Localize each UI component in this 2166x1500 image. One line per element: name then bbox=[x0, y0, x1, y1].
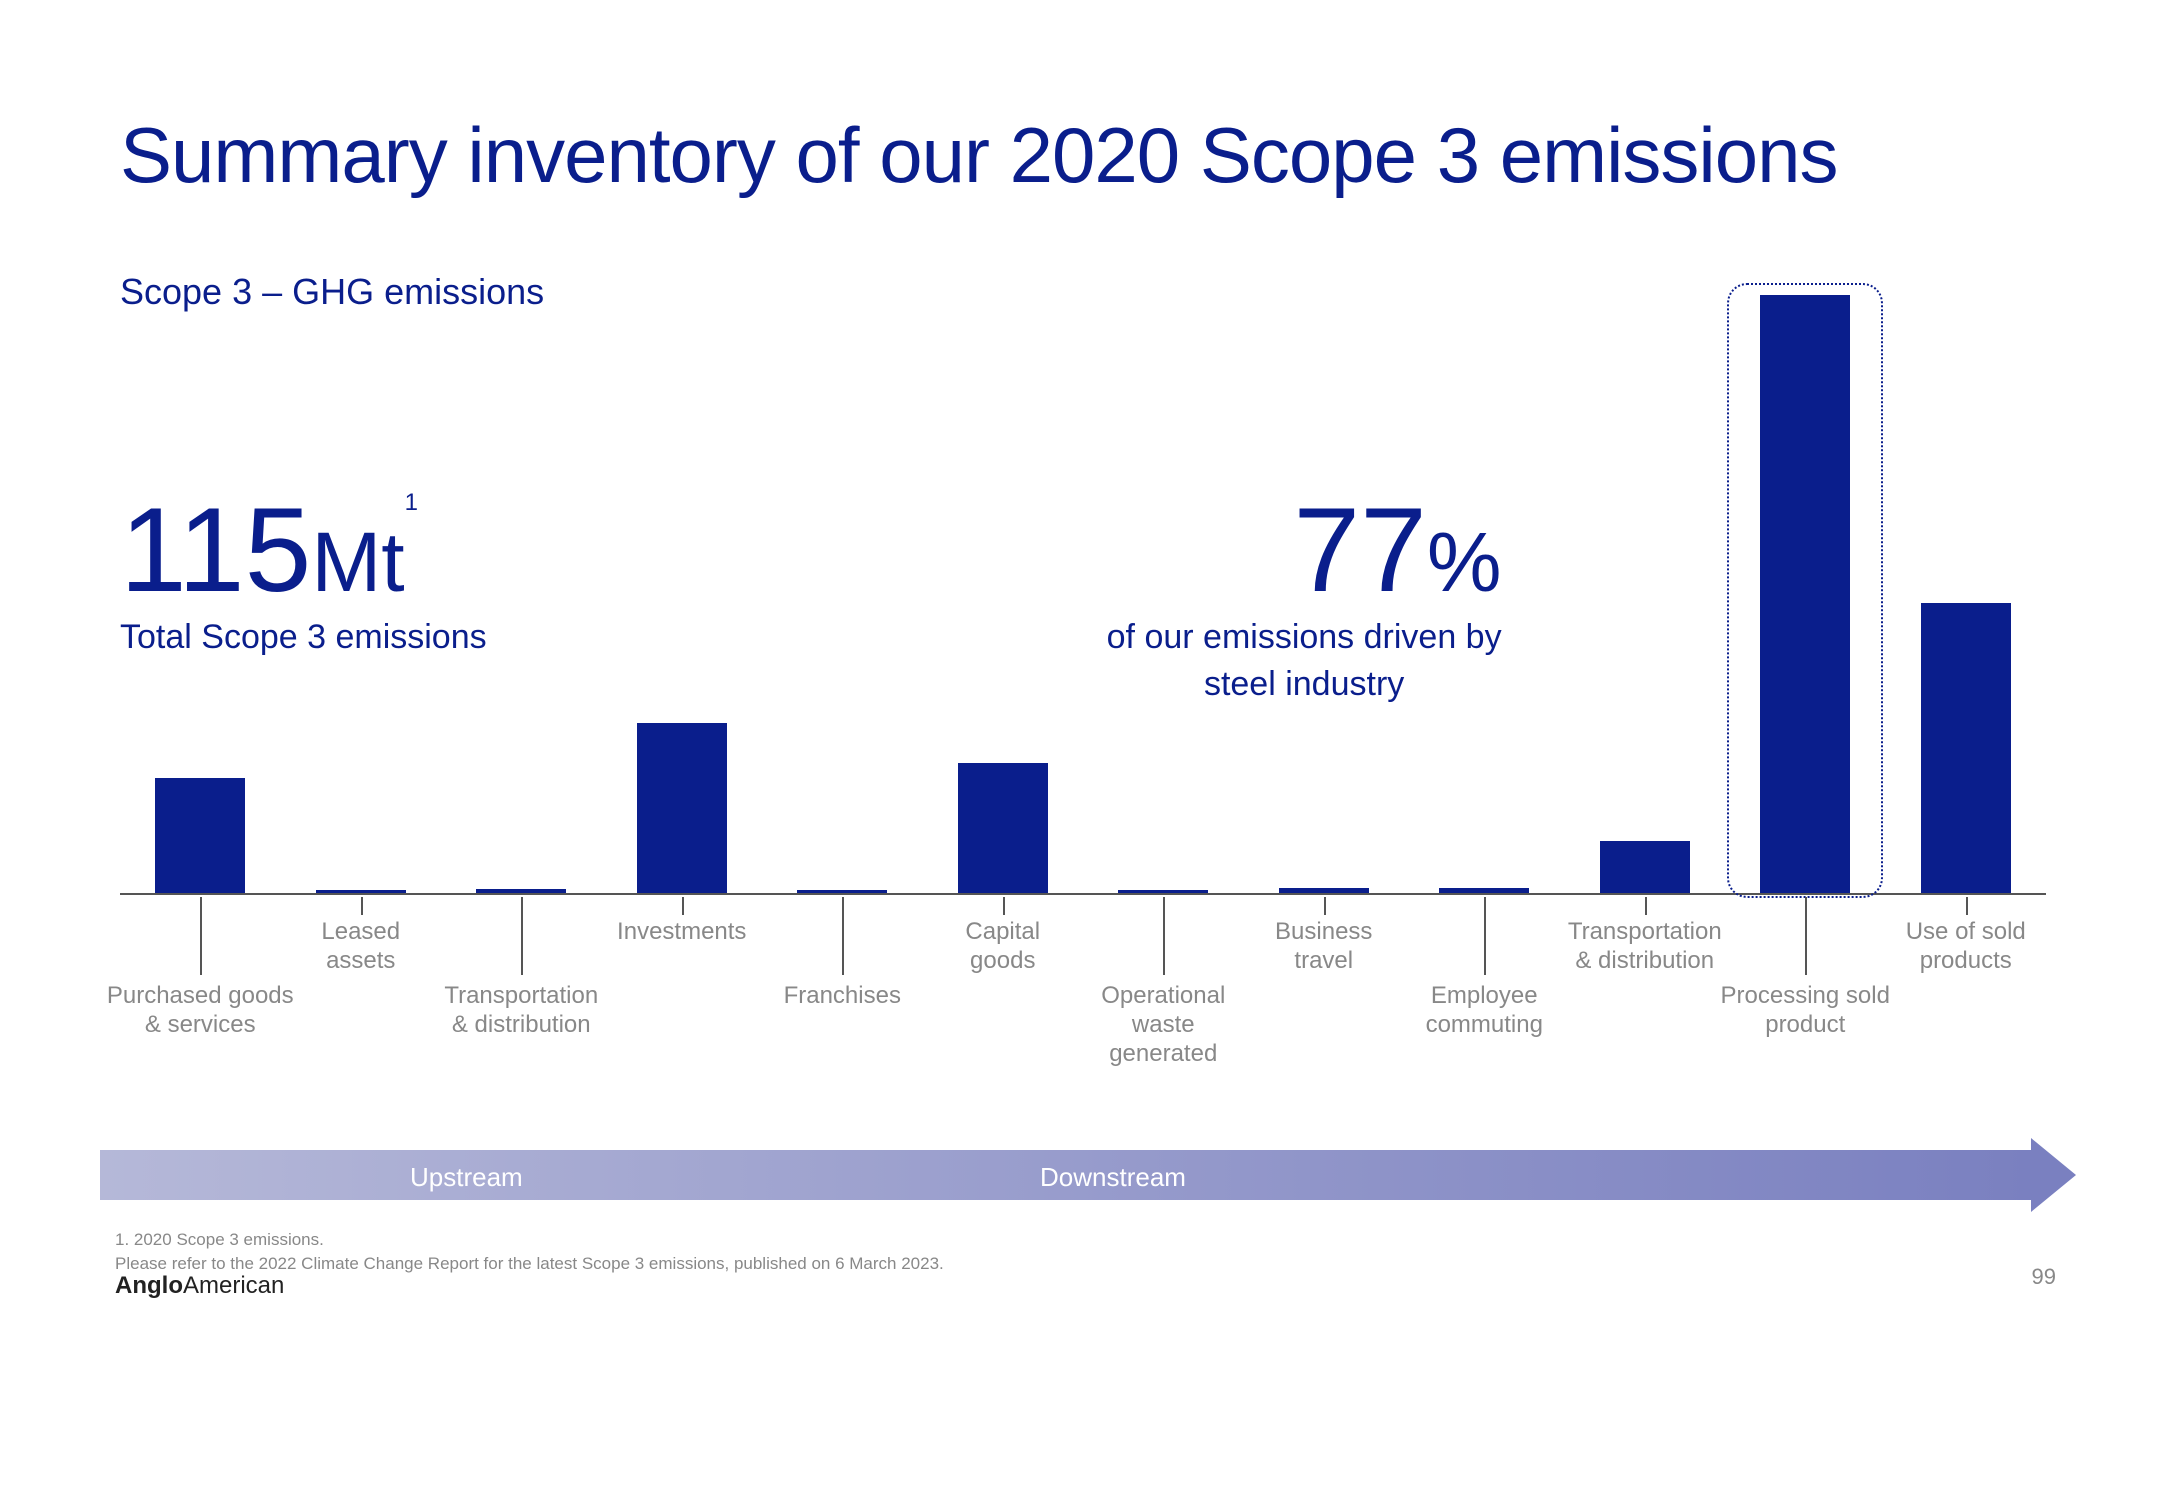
tick bbox=[1003, 897, 1005, 915]
bar bbox=[1439, 888, 1529, 893]
category-label: Operationalwastegenerated bbox=[1053, 982, 1273, 1068]
stat1-caption: Total Scope 3 emissions bbox=[120, 618, 487, 657]
tick bbox=[521, 897, 523, 975]
category-label: Use of soldproducts bbox=[1866, 918, 2066, 976]
arrow-label-upstream: Upstream bbox=[410, 1162, 523, 1193]
bar bbox=[1600, 841, 1690, 893]
bar bbox=[316, 890, 406, 893]
stat1-value: 115 bbox=[120, 483, 311, 617]
stat-total-emissions: 115Mt1 Total Scope 3 emissions bbox=[120, 490, 487, 704]
bar bbox=[797, 890, 887, 893]
stat-steel-pct: 77% of our emissions driven by steel ind… bbox=[1107, 490, 1502, 704]
bar bbox=[155, 778, 245, 893]
category-label: Leasedassets bbox=[261, 918, 461, 976]
tick bbox=[1805, 897, 1807, 975]
tick bbox=[1324, 897, 1326, 915]
brand-logo: AngloAmerican bbox=[115, 1272, 284, 1300]
brand-light: American bbox=[183, 1272, 284, 1299]
arrow-label-downstream: Downstream bbox=[1040, 1162, 1186, 1193]
flow-arrow: Upstream Downstream bbox=[100, 1150, 2076, 1200]
stat1-unit: Mt bbox=[311, 515, 404, 609]
stat2-value: 77 bbox=[1293, 483, 1426, 617]
bar bbox=[958, 763, 1048, 893]
tick bbox=[200, 897, 202, 975]
bar bbox=[637, 723, 727, 893]
category-label: Franchises bbox=[732, 982, 952, 1011]
category-label: Employeecommuting bbox=[1374, 982, 1594, 1040]
bar bbox=[1118, 890, 1208, 893]
tick bbox=[1163, 897, 1165, 975]
footnote-1: 1. 2020 Scope 3 emissions. bbox=[115, 1228, 944, 1252]
stat2-caption-l2: steel industry bbox=[1107, 665, 1502, 704]
tick bbox=[842, 897, 844, 975]
stat2-caption-l1: of our emissions driven by bbox=[1107, 618, 1502, 657]
page-number: 99 bbox=[2032, 1264, 2056, 1290]
bar bbox=[1279, 888, 1369, 893]
tick bbox=[1484, 897, 1486, 975]
tick bbox=[682, 897, 684, 915]
tick bbox=[1966, 897, 1968, 915]
category-label: Transportation& distribution bbox=[1545, 918, 1745, 976]
tick bbox=[361, 897, 363, 915]
category-label: Transportation& distribution bbox=[411, 982, 631, 1040]
stat2-unit: % bbox=[1427, 515, 1502, 609]
footnotes: 1. 2020 Scope 3 emissions. Please refer … bbox=[115, 1228, 944, 1276]
bar bbox=[476, 889, 566, 893]
category-label: Processing soldproduct bbox=[1695, 982, 1915, 1040]
tick bbox=[1645, 897, 1647, 915]
category-label: Businesstravel bbox=[1224, 918, 1424, 976]
category-label: Capitalgoods bbox=[903, 918, 1103, 976]
stat1-sup: 1 bbox=[405, 489, 418, 516]
page-title: Summary inventory of our 2020 Scope 3 em… bbox=[120, 110, 2046, 201]
brand-bold: Anglo bbox=[115, 1272, 183, 1299]
category-label: Purchased goods& services bbox=[90, 982, 310, 1040]
category-label: Investments bbox=[582, 918, 782, 947]
